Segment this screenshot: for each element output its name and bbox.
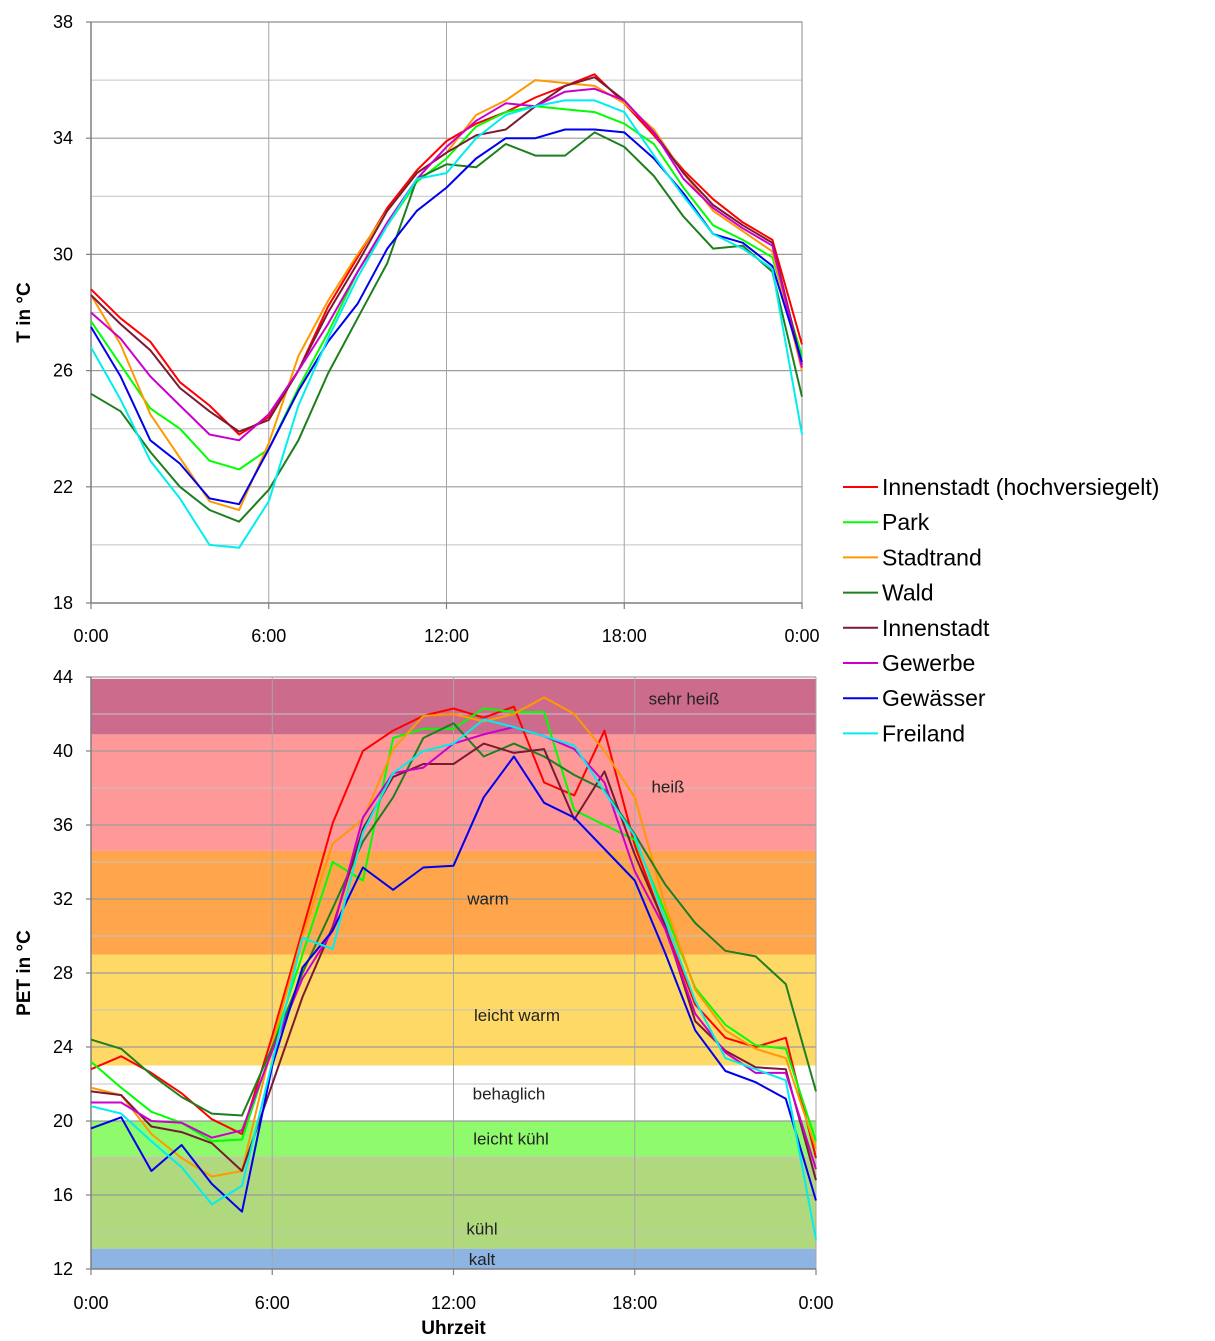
x-tick-label: 0:00 [73, 1293, 108, 1313]
legend-item-0: Innenstadt (hochversiegelt) [882, 474, 1159, 500]
legend-item-5: Gewerbe [882, 650, 975, 676]
legend-item-7: Freiland [882, 720, 965, 746]
x-axis-title: Uhrzeit [421, 1318, 486, 1339]
legend-item-6: Gewässer [882, 685, 986, 711]
x-tick-label: 18:00 [602, 626, 647, 646]
band-label-7: sehr heiß [649, 690, 720, 709]
x-tick-label: 0:00 [73, 626, 108, 646]
x-tick-label: 6:00 [255, 1293, 290, 1313]
y-tick-label: 26 [53, 361, 73, 381]
y-tick-label: 30 [53, 244, 73, 264]
y-tick-label: 38 [53, 12, 73, 32]
series-line-4 [90, 76, 803, 433]
series-line-6 [90, 128, 803, 506]
y-tick-label: 22 [53, 477, 73, 497]
legend-item-2: Stadtrand [882, 544, 982, 570]
y-tick-label: 36 [53, 815, 73, 835]
band-label-5: warm [466, 890, 509, 909]
x-tick-label: 18:00 [612, 1293, 657, 1313]
x-tick-label: 6:00 [251, 626, 286, 646]
x-tick-label: 0:00 [798, 1293, 833, 1313]
band-label-3: behaglich [473, 1084, 546, 1103]
y-tick-label: 44 [53, 667, 73, 687]
y-tick-label: 32 [53, 889, 73, 909]
band-label-2: leicht kühl [473, 1130, 549, 1149]
y-tick-label: 18 [53, 593, 73, 613]
series-line-3 [90, 131, 803, 523]
band-label-0: kalt [469, 1250, 496, 1269]
legend-item-4: Innenstadt [882, 615, 990, 641]
pet-chart: kalt kühl leicht kühl behaglich leicht warm w… [14, 667, 834, 1339]
y-tick-label: 16 [53, 1185, 73, 1205]
series-line-1 [90, 105, 803, 471]
series-line-3 [90, 722, 817, 1117]
y-axis-title: PET in °C [14, 930, 35, 1016]
x-tick-label: 0:00 [784, 626, 819, 646]
y-tick-label: 40 [53, 741, 73, 761]
series-line-7 [90, 718, 817, 1240]
band-label-6: heiß [651, 778, 684, 797]
series-line-6 [90, 755, 817, 1213]
series-line-0 [90, 73, 803, 436]
x-tick-label: 12:00 [431, 1293, 476, 1313]
series-line-0 [90, 705, 817, 1159]
legend-item-1: Park [882, 509, 930, 535]
series-line-2 [90, 696, 817, 1178]
temperature-chart: 18 22 26 30 34 38 0:00 6:00 12:00 18:00 0:00 T in °… [14, 12, 820, 646]
y-tick-label: 12 [53, 1259, 73, 1279]
band-label-4: leicht warm [474, 1006, 560, 1025]
legend-item-3: Wald [882, 580, 934, 606]
y-axis-title: T in °C [14, 282, 35, 343]
legend: Innenstadt (hochversiegelt) Park Stadtrand… [843, 474, 1159, 746]
series-line-5 [90, 87, 803, 442]
band-label-1: kühl [466, 1219, 497, 1238]
y-tick-label: 24 [53, 1037, 73, 1057]
y-tick-label: 20 [53, 1111, 73, 1131]
series-line-4 [90, 742, 817, 1181]
x-tick-label: 12:00 [424, 626, 469, 646]
series-line-7 [90, 99, 803, 549]
y-tick-label: 34 [53, 128, 73, 148]
y-tick-label: 28 [53, 963, 73, 983]
